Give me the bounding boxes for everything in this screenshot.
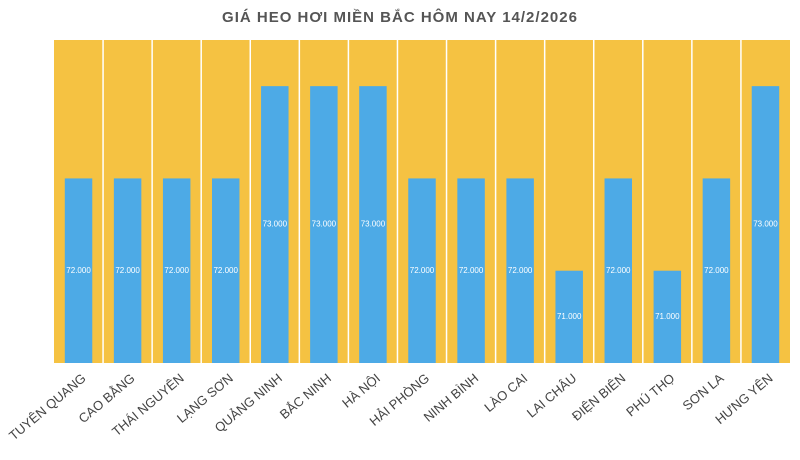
x-tick-label: NINH BÌNH bbox=[421, 370, 482, 424]
bar bbox=[359, 86, 387, 364]
bar bbox=[604, 178, 633, 363]
value-label: 72.000 bbox=[508, 266, 533, 275]
bar bbox=[211, 178, 240, 363]
value-label: 73.000 bbox=[263, 220, 288, 229]
value-label: 73.000 bbox=[361, 220, 386, 229]
x-tick-label: HÀ NỘI bbox=[339, 370, 383, 410]
x-tick-label: ĐIỆN BIÊN bbox=[569, 370, 628, 423]
bar bbox=[506, 178, 534, 363]
x-tick-label: PHÚ THỌ bbox=[623, 370, 677, 419]
value-label: 73.000 bbox=[312, 220, 337, 229]
bar bbox=[702, 178, 731, 363]
value-label: 72.000 bbox=[164, 266, 189, 275]
value-label: 72.000 bbox=[115, 266, 140, 275]
bar bbox=[457, 178, 485, 363]
bar bbox=[113, 178, 142, 363]
bar bbox=[555, 270, 583, 363]
bar bbox=[162, 178, 191, 363]
value-label: 72.000 bbox=[704, 266, 729, 275]
value-label: 71.000 bbox=[655, 312, 680, 321]
bar bbox=[653, 270, 682, 363]
value-label: 72.000 bbox=[459, 266, 484, 275]
bar bbox=[261, 86, 289, 364]
bar bbox=[751, 86, 780, 364]
value-label: 72.000 bbox=[606, 266, 631, 275]
value-label: 73.000 bbox=[753, 220, 778, 229]
chart-title: GIÁ HEO HƠI MIỀN BẮC HÔM NAY 14/2/2026 bbox=[222, 8, 578, 26]
bar bbox=[408, 178, 436, 363]
value-label: 72.000 bbox=[66, 266, 91, 275]
bar bbox=[64, 178, 93, 363]
value-label: 71.000 bbox=[557, 312, 582, 321]
x-tick-label: BẮC NINH bbox=[277, 370, 334, 421]
value-label: 72.000 bbox=[410, 266, 435, 275]
bar bbox=[310, 86, 338, 364]
x-tick-label: SƠN LA bbox=[680, 370, 727, 413]
value-label: 72.000 bbox=[213, 266, 238, 275]
x-tick-label: LÀO CAI bbox=[481, 370, 530, 414]
x-tick-label: TUYÊN QUANG bbox=[6, 370, 89, 443]
